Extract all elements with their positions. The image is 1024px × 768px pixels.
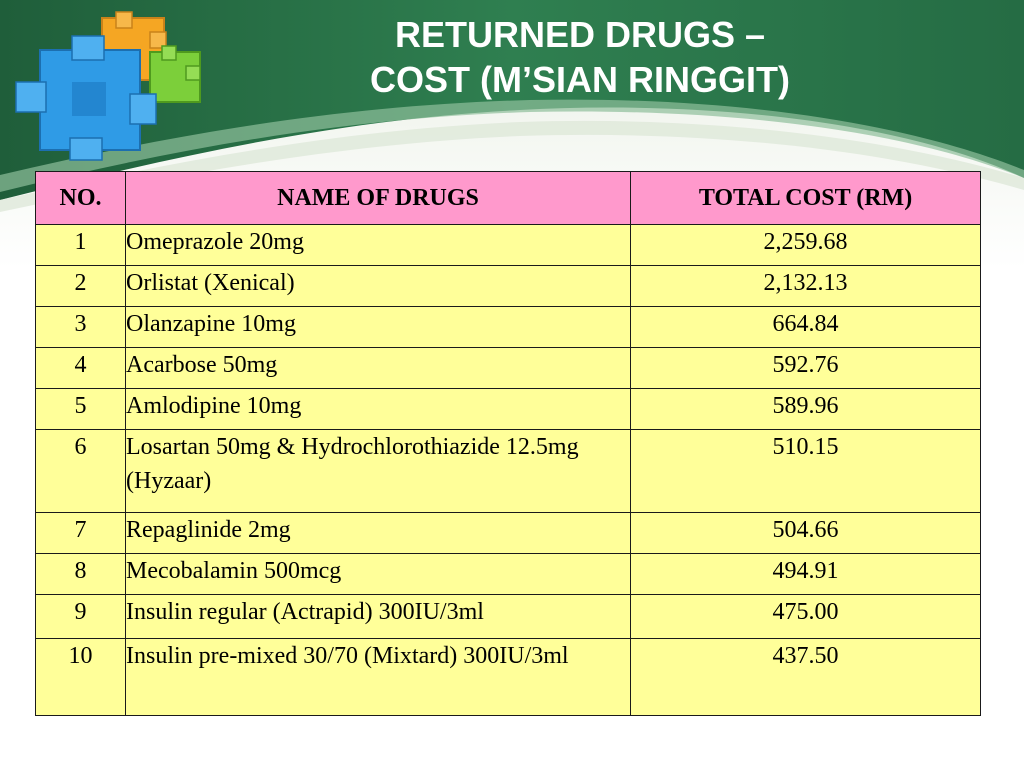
row-drug-name: Olanzapine 10mg: [125, 306, 631, 348]
row-total-cost: 2,259.68: [630, 224, 981, 266]
row-no: 6: [35, 429, 126, 513]
row-no: 10: [35, 638, 126, 716]
row-drug-name: Omeprazole 20mg: [125, 224, 631, 266]
header-no: NO.: [35, 171, 126, 225]
row-drug-name: Orlistat (Xenical): [125, 265, 631, 307]
table-row: 9 Insulin regular (Actrapid) 300IU/3ml 4…: [35, 594, 981, 639]
row-drug-name: Repaglinide 2mg: [125, 512, 631, 554]
slide-title: RETURNED DRUGS – COST (M’SIAN RINGGIT): [230, 12, 930, 102]
table-row: 2 Orlistat (Xenical) 2,132.13: [35, 265, 981, 307]
row-drug-name: Losartan 50mg & Hydrochlorothiazide 12.5…: [125, 429, 631, 513]
row-no: 8: [35, 553, 126, 595]
row-total-cost: 589.96: [630, 388, 981, 430]
table-row: 4 Acarbose 50mg 592.76: [35, 347, 981, 389]
row-drug-name: Mecobalamin 500mcg: [125, 553, 631, 595]
table-row: 8 Mecobalamin 500mcg 494.91: [35, 553, 981, 595]
row-total-cost: 494.91: [630, 553, 981, 595]
row-drug-name: Acarbose 50mg: [125, 347, 631, 389]
table-row: 7 Repaglinide 2mg 504.66: [35, 512, 981, 554]
table-row: 10 Insulin pre-mixed 30/70 (Mixtard) 300…: [35, 638, 981, 716]
row-no: 4: [35, 347, 126, 389]
row-no: 7: [35, 512, 126, 554]
puzzle-blocks-icon: [15, 11, 201, 161]
row-drug-name: Insulin regular (Actrapid) 300IU/3ml: [125, 594, 631, 639]
row-no: 5: [35, 388, 126, 430]
table-header-row: NO. NAME OF DRUGS TOTAL COST (RM): [35, 171, 981, 225]
row-total-cost: 437.50: [630, 638, 981, 716]
row-no: 1: [35, 224, 126, 266]
header-name: NAME OF DRUGS: [125, 171, 631, 225]
row-total-cost: 2,132.13: [630, 265, 981, 307]
table-row: 3 Olanzapine 10mg 664.84: [35, 306, 981, 348]
row-no: 2: [35, 265, 126, 307]
row-drug-name: Insulin pre-mixed 30/70 (Mixtard) 300IU/…: [125, 638, 631, 716]
returned-drugs-table: NO. NAME OF DRUGS TOTAL COST (RM) 1 Omep…: [35, 171, 981, 716]
row-no: 9: [35, 594, 126, 639]
table-row: 1 Omeprazole 20mg 2,259.68: [35, 224, 981, 266]
row-total-cost: 510.15: [630, 429, 981, 513]
title-line-1: RETURNED DRUGS –: [394, 14, 766, 55]
row-drug-name: Amlodipine 10mg: [125, 388, 631, 430]
row-total-cost: 592.76: [630, 347, 981, 389]
table-row: 5 Amlodipine 10mg 589.96: [35, 388, 981, 430]
header-cost: TOTAL COST (RM): [630, 171, 981, 225]
row-total-cost: 475.00: [630, 594, 981, 639]
title-line-2: COST (M’SIAN RINGGIT): [370, 59, 790, 100]
row-no: 3: [35, 306, 126, 348]
row-total-cost: 664.84: [630, 306, 981, 348]
table-row: 6 Losartan 50mg & Hydrochlorothiazide 12…: [35, 429, 981, 513]
row-total-cost: 504.66: [630, 512, 981, 554]
